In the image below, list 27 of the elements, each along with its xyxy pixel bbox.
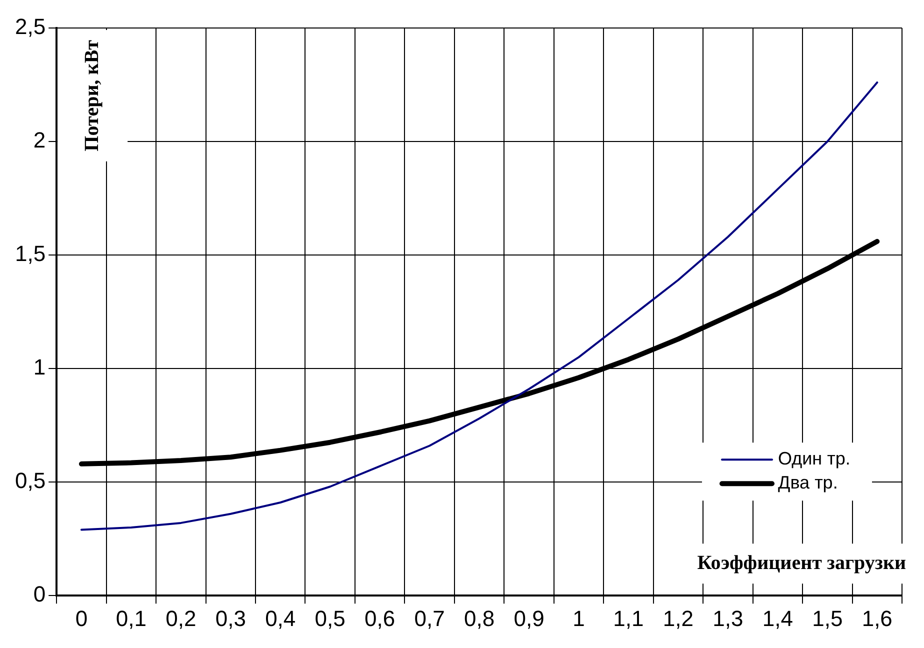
x-tick-label: 1,1: [613, 606, 644, 631]
x-tick-label: 0,6: [364, 606, 396, 631]
x-axis-title: Коэффициент загрузки: [697, 552, 906, 574]
x-tick-label: 0,8: [464, 606, 495, 631]
y-tick-label: 2: [33, 128, 46, 153]
x-tick-label: 0: [75, 606, 88, 631]
x-tick-label: 1,5: [812, 606, 843, 631]
x-tick-label: 0,4: [265, 606, 296, 631]
x-tick-label: 1,3: [712, 606, 744, 631]
y-tick-label: 1,5: [14, 241, 46, 266]
x-tick-label: 1,2: [662, 606, 694, 631]
x-tick-label: 0,5: [314, 606, 346, 631]
y-axis-title: Потери, кВт: [80, 40, 103, 152]
x-tick-label: 0,2: [166, 606, 196, 631]
legend-label: Один тр.: [778, 448, 850, 469]
x-tick-label: 0,3: [215, 606, 246, 631]
y-tick-label: 2,5: [14, 14, 46, 40]
x-tick-label: 1: [572, 606, 585, 631]
y-tick-label: 0,5: [14, 468, 46, 494]
x-tick-label: 0,9: [514, 606, 544, 631]
legend-label: Два тр.: [778, 472, 838, 493]
x-tick-label: 1,4: [762, 606, 793, 631]
x-tick-label: 0,1: [116, 606, 146, 631]
y-tick-label: 0: [33, 582, 46, 607]
x-tick-label: 0,7: [414, 606, 445, 631]
y-tick-label: 1: [33, 354, 46, 380]
x-tick-label: 1,6: [862, 606, 892, 631]
